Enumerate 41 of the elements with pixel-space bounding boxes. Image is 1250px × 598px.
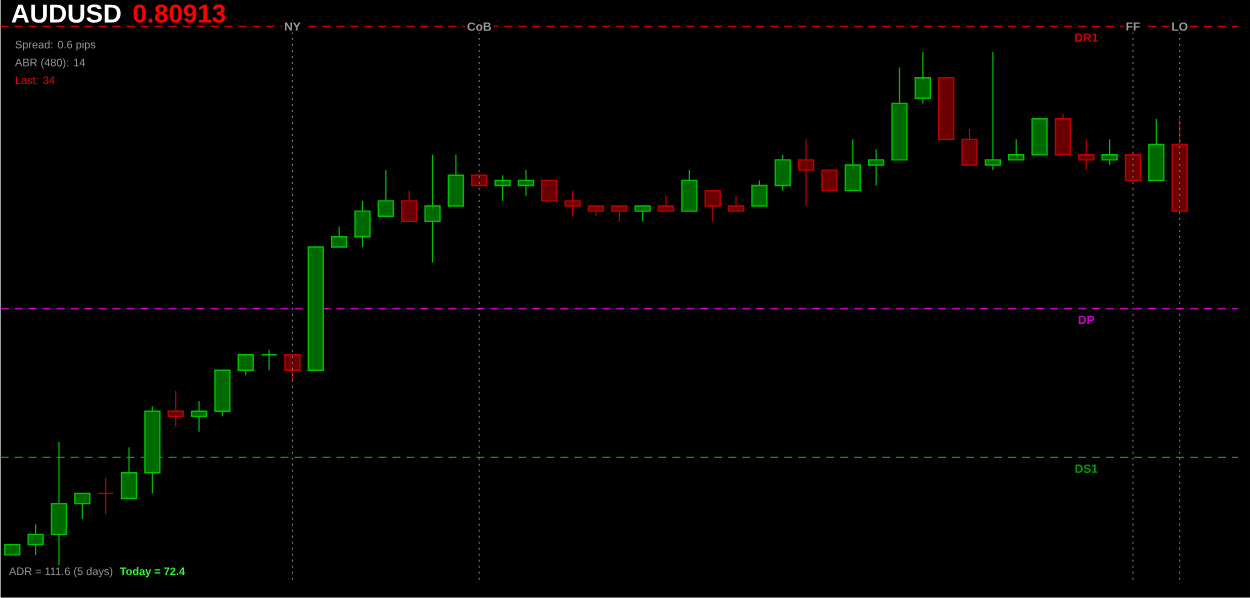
candlestick <box>657 195 675 212</box>
candlestick <box>914 51 932 105</box>
candlestick <box>27 523 44 556</box>
candlestick <box>844 138 861 192</box>
candlestick <box>214 369 231 418</box>
candlestick <box>424 154 441 264</box>
candlestick <box>1101 138 1118 166</box>
candlestick <box>564 190 581 218</box>
candlestick <box>50 441 68 566</box>
candlestick <box>517 169 535 197</box>
candlestick <box>681 169 698 212</box>
candlestick <box>541 179 558 202</box>
candlestick <box>774 154 791 192</box>
candlestick <box>354 200 371 248</box>
candlestick <box>1008 138 1025 161</box>
candlestick <box>797 138 815 207</box>
candlestick <box>494 174 511 202</box>
candlestick <box>1054 113 1072 156</box>
candlestick <box>727 195 745 212</box>
candlestick <box>984 51 1002 171</box>
candlestick <box>751 179 768 207</box>
candlestick <box>260 349 278 371</box>
candlestick <box>190 400 208 433</box>
candlestick <box>704 190 721 223</box>
candlestick <box>74 492 91 520</box>
candlestick <box>120 446 138 500</box>
candlestick <box>961 128 978 166</box>
candlestick <box>377 169 395 218</box>
candlestick <box>1078 138 1095 171</box>
candlestick <box>401 190 418 223</box>
candlestick <box>237 354 254 377</box>
candlestick <box>821 169 838 192</box>
candlestick <box>1148 118 1165 182</box>
candlestick <box>167 390 184 428</box>
candlestick <box>330 226 348 248</box>
candlestick <box>97 477 114 515</box>
candlestick <box>1031 118 1048 156</box>
chart-subtitle: 0.80913 <box>133 4 226 23</box>
chart-title: AUDUSD <box>11 4 121 23</box>
candlestick <box>867 149 885 187</box>
candlestick <box>447 154 465 207</box>
